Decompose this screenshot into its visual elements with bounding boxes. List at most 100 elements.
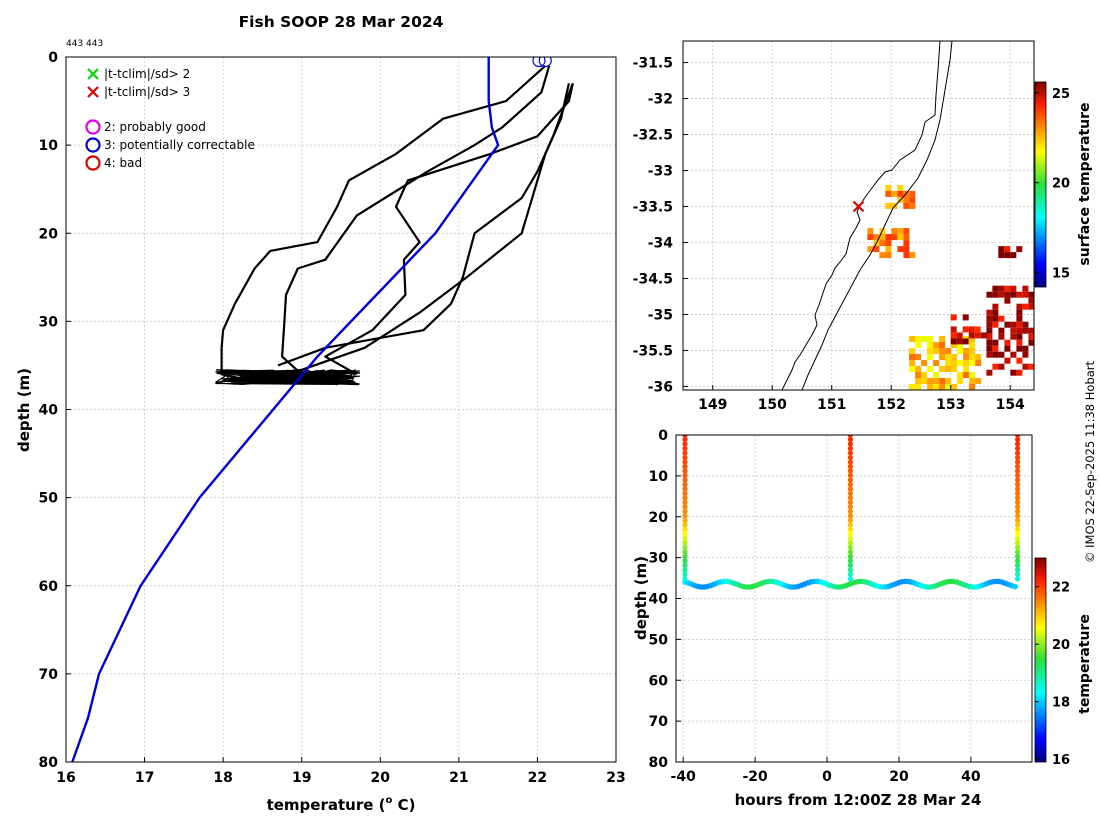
- timeseries-cast-point: [682, 526, 688, 533]
- sst-cell: [939, 366, 946, 372]
- sst-cell: [986, 351, 993, 358]
- timeseries-cast-point: [1015, 549, 1021, 555]
- sst-cell: [950, 314, 957, 321]
- timeseries-colorbar-ticks: 16 18 20 22: [1035, 581, 1070, 768]
- timeseries-cast-point: [682, 441, 688, 447]
- sst-cell: [921, 372, 928, 378]
- sst-cell: [1016, 321, 1023, 328]
- map-y-tick-label: -35.5: [633, 343, 673, 359]
- sst-cell: [903, 228, 910, 235]
- timeseries-cast-point: [1015, 450, 1021, 456]
- sst-cell: [986, 369, 993, 376]
- timeseries-x-tick-label: -20: [742, 769, 768, 785]
- timeseries-cast-point: [682, 522, 688, 528]
- sst-cell: [927, 366, 934, 372]
- timeseries-y-tick-label: 20: [649, 510, 669, 526]
- legend-entry-label: |t-tclim|/sd> 2: [104, 67, 190, 81]
- sst-cell: [1004, 297, 1011, 304]
- timeseries-cast-point: [1015, 486, 1021, 492]
- map-y-tick-label: -34.5: [633, 271, 673, 287]
- sst-cell: [1016, 303, 1023, 310]
- timeseries-cast-point: [1015, 544, 1021, 551]
- timeseries-cast-point: [682, 490, 688, 497]
- timeseries-panel: -40 -20 0 20 40 0 10 20 30 40 50 60 70 80 hours from…: [632, 428, 1093, 809]
- timeseries-cast-point: [1015, 435, 1021, 438]
- sst-cell: [867, 234, 874, 241]
- profile-grid: [65, 56, 617, 763]
- profile-x-tick-label: 20: [371, 770, 391, 786]
- sst-cell: [992, 303, 999, 310]
- timeseries-colorbar-tick-label: 20: [1052, 638, 1070, 653]
- timeseries-cast-point: [682, 567, 688, 573]
- map-x-tick-label: 151: [817, 397, 846, 413]
- timeseries-cast-point: [847, 540, 854, 546]
- sst-cell: [903, 196, 910, 203]
- sst-cell: [951, 366, 958, 372]
- sst-cell: [885, 184, 892, 191]
- sst-cell: [1016, 339, 1023, 346]
- sst-cell: [939, 348, 946, 354]
- imos-side-note: © IMOS 22-Sep-2025 11:38 Hobart: [1083, 360, 1097, 563]
- map-sst-cells: [867, 184, 1034, 390]
- sst-cell: [998, 333, 1005, 340]
- timeseries-y-tick-label: 50: [649, 632, 669, 648]
- timeseries-cast-point: [1015, 540, 1021, 546]
- sst-cell: [951, 342, 958, 348]
- timeseries-cast-point: [847, 558, 854, 564]
- timeseries-cast-point: [847, 544, 854, 551]
- map-y-tick-label: -36: [648, 379, 673, 395]
- sst-cell: [1028, 327, 1034, 334]
- sst-cell: [957, 378, 964, 384]
- sst-cell: [921, 378, 928, 384]
- timeseries-cast-point: [1015, 445, 1021, 452]
- sst-cell: [968, 332, 975, 339]
- profile-y-tick-label: 30: [39, 314, 59, 330]
- timeseries-cast-point: [682, 517, 688, 524]
- map-y-tick-label: -32.5: [633, 128, 673, 144]
- sst-cell: [1004, 291, 1011, 298]
- map-coastline: [781, 41, 941, 390]
- sst-cell: [939, 354, 946, 360]
- timeseries-cast-point: [847, 576, 854, 582]
- timeseries-cast-point: [847, 445, 854, 452]
- timeseries-cast-point: [1015, 576, 1021, 582]
- sst-cell: [998, 246, 1005, 253]
- sst-cell: [951, 384, 958, 390]
- sst-cell: [915, 372, 922, 378]
- sst-cell: [873, 246, 880, 253]
- timeseries-cast-point: [847, 435, 853, 438]
- timeseries-cast-point: [1015, 477, 1021, 483]
- timeseries-x-tick-label: 40: [961, 769, 981, 785]
- sst-cell: [992, 345, 999, 352]
- sst-cell: [933, 384, 940, 390]
- sst-cell: [915, 366, 922, 372]
- profile-x-tick-label: 19: [292, 770, 311, 786]
- sst-cell: [957, 348, 964, 354]
- sst-cell: [945, 348, 952, 354]
- sst-cell: [885, 240, 892, 247]
- timeseries-point: [1012, 583, 1018, 590]
- timeseries-cast-point: [1015, 441, 1021, 447]
- sst-cell: [986, 315, 993, 322]
- sst-cell: [980, 332, 987, 339]
- sst-cell: [992, 321, 999, 328]
- sst-cell: [909, 202, 916, 209]
- timeseries-y-tick-label: 40: [649, 592, 669, 608]
- timeseries-colorbar-tick-label: 22: [1052, 581, 1070, 596]
- sst-cell: [1004, 339, 1011, 346]
- timeseries-cast-point: [682, 576, 688, 582]
- timeseries-cast-point: [847, 468, 854, 474]
- timeseries-cast-point: [1015, 553, 1021, 560]
- legend-entry-label: 2: probably good: [104, 120, 206, 134]
- sst-cell: [998, 363, 1005, 370]
- map-y-tick-label: -33: [648, 164, 673, 180]
- timeseries-cast-point: [847, 459, 854, 465]
- profile-climatology: [71, 57, 500, 762]
- legend-entry-label: 3: potentially correctable: [104, 138, 255, 152]
- profile-axes-frame: [65, 56, 617, 763]
- sst-cell: [1010, 327, 1017, 334]
- sst-cell: [986, 345, 993, 352]
- profile-x-tick-label: 18: [213, 770, 232, 786]
- timeseries-cast-point: [1015, 522, 1021, 528]
- sst-cell: [1022, 351, 1029, 358]
